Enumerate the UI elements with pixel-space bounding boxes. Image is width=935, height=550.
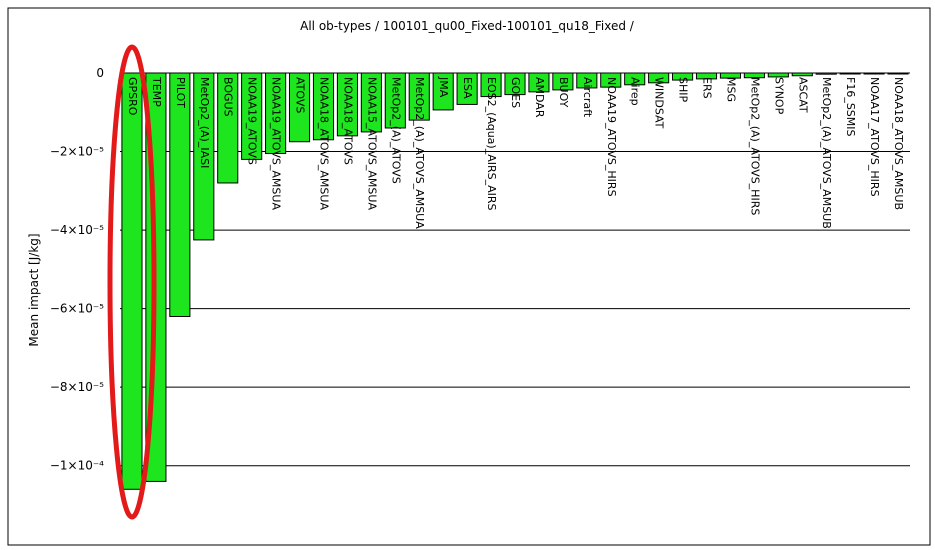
x-tick-label: ESA [461, 77, 474, 99]
bar [791, 72, 813, 77]
bar [600, 72, 622, 88]
x-tick-label: GOES [509, 77, 522, 108]
x-tick-label: Airep [629, 77, 642, 106]
bar [265, 72, 287, 155]
x-tick-label: SHIP [677, 77, 690, 102]
x-tick-label: NOAA15_ATOVS_AMSUA [365, 77, 378, 210]
x-tick-label: NOAA18_ATOVS_AMSUA [317, 77, 330, 210]
x-tick-label: SYNOP [772, 77, 785, 115]
bar [217, 72, 239, 184]
plot: −1×10⁻⁴ −8×10⁻⁵ −6×10⁻⁵ −4×10⁻⁵ −2×10⁻⁵ 0 GPSR… [50, 66, 910, 490]
x-tick-label: JMA [437, 76, 450, 98]
frame [7, 7, 931, 546]
y-tick-label: −2×10⁻⁵ [50, 145, 104, 159]
bar [648, 72, 670, 84]
x-tick-label: F16_SSMIS [844, 77, 857, 137]
y-tick-label: −8×10⁻⁵ [50, 380, 104, 394]
bar [456, 72, 478, 105]
bar [839, 72, 861, 75]
y-tick-label: −6×10⁻⁵ [50, 302, 104, 316]
x-tick-label: MetOp2_(A)_ATOVS_HIRS [748, 77, 761, 215]
bar [432, 72, 454, 111]
bar [193, 72, 215, 241]
bar [887, 72, 909, 75]
bar [384, 72, 406, 129]
x-tick-label: MetOp2_(A)_ATOVS_AMSUB [820, 77, 833, 229]
x-tick-label: BOGUS [222, 77, 235, 117]
bar [480, 72, 502, 98]
bar [743, 72, 765, 79]
x-tick-label: GPSRO [126, 77, 139, 116]
highlight-ellipse [107, 44, 157, 520]
bar [672, 72, 694, 81]
bar [552, 72, 574, 91]
x-tick-label: AMDAR [533, 77, 546, 118]
y-axis-label: Mean impact [J/kg] [27, 233, 41, 346]
x-tick-label: ATOVS [294, 77, 307, 113]
x-tick-label: NOAA19_ATOVS_HIRS [605, 77, 618, 197]
bar [121, 72, 143, 490]
y-tick-label: 0 [96, 66, 104, 80]
y-tick-label: −1×10⁻⁴ [50, 459, 104, 473]
bar [624, 72, 646, 86]
bar [360, 72, 382, 133]
y-tick-label: −4×10⁻⁵ [50, 223, 104, 237]
bar [767, 72, 789, 78]
x-tick-label: EOS2_(Aqua)_AIRS_AIRS [485, 77, 498, 211]
x-tick-label: MetOp2_(A)_IASI [198, 77, 211, 168]
bar [288, 72, 311, 143]
bar [312, 72, 335, 141]
x-tick-label: NOAA19_ATOVS_AMSUA [270, 77, 283, 210]
x-tick-label: WINDSAT [653, 77, 666, 129]
x-tick-label: ERS [701, 77, 714, 99]
bar [695, 72, 718, 80]
bar [863, 72, 885, 75]
x-tick-label: NOAA18_ATOVS_AMSUB [892, 77, 905, 210]
bar [241, 72, 263, 160]
x-tick-label: MetOp2_(A)_ATOVS_AMSUA [413, 77, 426, 229]
x-tick-label: MetOp2_(A)_ATOVS [389, 77, 402, 184]
x-tick-label: TEMP [150, 76, 163, 107]
x-tick-label: MSG [724, 77, 737, 102]
bar [408, 72, 430, 121]
x-tick-label: Aircraft [581, 77, 594, 118]
chart-title: All ob-types / 100101_qu00_Fixed-100101_… [300, 19, 635, 33]
bar [528, 72, 550, 93]
bar [336, 72, 358, 137]
x-tick-label: PILOT [174, 77, 187, 108]
x-tick-label: NOAA19_ATOVS [246, 77, 259, 165]
x-tick-label: BUOY [557, 77, 570, 108]
x-tick-label: NOAA18_ATOVS [341, 77, 354, 165]
bar [719, 72, 742, 79]
bar [504, 72, 526, 96]
bar [576, 72, 598, 89]
x-tick-label: NOAA17_ATOVS_HIRS [868, 77, 881, 197]
bar [815, 72, 837, 75]
x-tick-label: ASCAT [796, 77, 809, 113]
bar [169, 72, 191, 317]
